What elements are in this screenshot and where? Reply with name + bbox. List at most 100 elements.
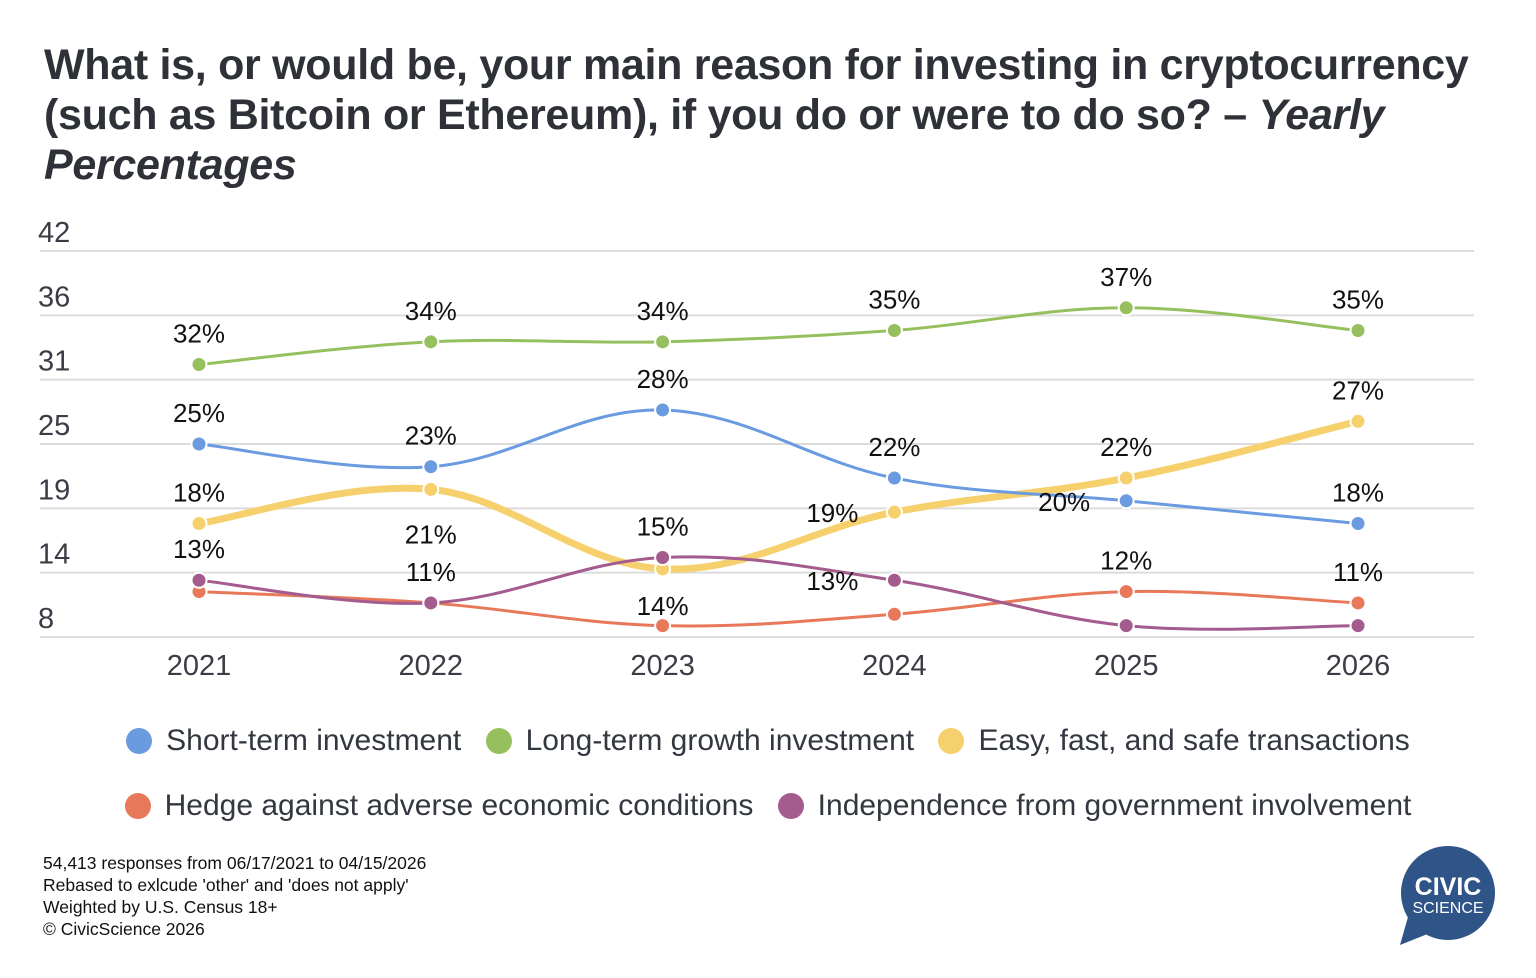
y-tick-label: 42 xyxy=(38,217,70,249)
data-point-independence[interactable] xyxy=(422,594,440,612)
legend-dot-easy-fast-safe xyxy=(938,728,965,754)
civicscience-logo: CIVIC SCIENCE xyxy=(1400,846,1495,945)
data-label-long-term: 37% xyxy=(1100,262,1152,292)
data-label-long-term: 34% xyxy=(637,296,689,326)
data-point-long-term[interactable] xyxy=(1117,299,1135,317)
x-tick-label: 2023 xyxy=(630,650,695,682)
footnote-weighted: Weighted by U.S. Census 18+ xyxy=(43,897,278,917)
series-points xyxy=(190,299,1367,635)
data-label-easy-fast-safe: 22% xyxy=(1100,432,1152,462)
data-label-short-term: 18% xyxy=(1332,477,1384,507)
data-label-independence: 13% xyxy=(806,566,858,596)
series-line-independence xyxy=(197,555,1360,631)
legend-item-independence[interactable]: Independence from government involvement xyxy=(777,789,1412,823)
legend-label: Easy, fast, and safe transactions xyxy=(978,724,1410,757)
data-label-easy-fast-safe: 14% xyxy=(637,591,689,621)
data-label-short-term: 23% xyxy=(405,421,457,451)
data-point-short-term[interactable] xyxy=(422,458,440,476)
series-line-short-term xyxy=(197,408,1360,525)
data-point-long-term[interactable] xyxy=(654,333,672,351)
line-chart: 8 14 19 25 31 36 42 2021 2022 2023 2024 2025 2026 2… xyxy=(38,217,1474,682)
legend-label: Short-term investment xyxy=(166,724,462,757)
data-label-independence: 13% xyxy=(173,534,225,564)
y-tick-label: 14 xyxy=(38,539,70,571)
data-point-long-term[interactable] xyxy=(885,321,903,339)
logo-bubble xyxy=(1401,846,1495,940)
data-point-easy-fast-safe[interactable] xyxy=(190,514,208,532)
y-tick-label: 19 xyxy=(38,474,70,506)
data-label-long-term: 35% xyxy=(1332,284,1384,314)
y-axis-ticks: 8 14 19 25 31 36 42 xyxy=(38,217,70,635)
footnote-responses: 54,413 responses from 06/17/2021 to 04/1… xyxy=(43,853,427,873)
y-tick-label: 8 xyxy=(38,603,54,635)
series-line-easy-fast-safe xyxy=(195,417,1362,573)
legend-dot-independence xyxy=(777,793,804,819)
legend-label: Hedge against adverse economic condition… xyxy=(164,789,754,822)
data-point-easy-fast-safe[interactable] xyxy=(422,480,440,498)
data-label-short-term: 25% xyxy=(173,398,225,428)
legend-dot-short-term xyxy=(126,728,153,754)
data-point-easy-fast-safe[interactable] xyxy=(1349,412,1367,430)
data-point-hedge[interactable] xyxy=(1117,583,1135,601)
series-line-hedge xyxy=(197,589,1360,628)
x-tick-label: 2024 xyxy=(862,650,927,682)
data-point-short-term[interactable] xyxy=(1349,514,1367,532)
x-tick-label: 2021 xyxy=(167,650,232,682)
y-tick-label: 31 xyxy=(38,346,70,378)
legend-label: Independence from government involvement xyxy=(817,789,1412,822)
data-point-independence[interactable] xyxy=(1117,617,1135,635)
data-labels: 25% 23% 28% 22% 20% 18% 32% 34% 34% 35% 37% 35% 18% 2… xyxy=(173,262,1384,621)
legend-row-2: Hedge against adverse economic condition… xyxy=(0,789,1536,827)
logo-text-science: SCIENCE xyxy=(1412,900,1483,917)
y-tick-label: 25 xyxy=(38,410,70,442)
data-point-short-term[interactable] xyxy=(190,435,208,453)
logo-text-civic: CIVIC xyxy=(1415,873,1482,901)
data-point-short-term[interactable] xyxy=(654,401,672,419)
footnote-rebased: Rebased to exlcude 'other' and 'does not… xyxy=(43,875,409,895)
data-point-independence[interactable] xyxy=(885,571,903,589)
data-point-long-term[interactable] xyxy=(1349,321,1367,339)
x-tick-label: 2022 xyxy=(399,650,464,682)
data-point-independence[interactable] xyxy=(190,571,208,589)
x-axis-ticks: 2021 2022 2023 2024 2025 2026 xyxy=(167,650,1391,682)
data-point-easy-fast-safe[interactable] xyxy=(885,503,903,521)
chart-title: What is, or would be, your main reason f… xyxy=(44,40,1504,190)
data-label-long-term: 35% xyxy=(868,284,920,314)
legend-item-long-term[interactable]: Long-term growth investment xyxy=(485,724,914,758)
data-label-easy-fast-safe: 21% xyxy=(405,519,457,549)
x-tick-label: 2025 xyxy=(1094,650,1159,682)
data-label-easy-fast-safe: 27% xyxy=(1332,375,1384,405)
data-label-short-term: 28% xyxy=(637,364,689,394)
data-label-long-term: 32% xyxy=(173,319,225,349)
legend-dot-hedge xyxy=(124,793,151,819)
data-point-long-term[interactable] xyxy=(422,333,440,351)
data-label-easy-fast-safe: 18% xyxy=(173,477,225,507)
data-point-independence[interactable] xyxy=(654,549,672,567)
legend-dot-long-term xyxy=(485,728,512,754)
data-point-hedge[interactable] xyxy=(1349,594,1367,612)
data-label-hedge: 12% xyxy=(1100,546,1152,576)
data-point-easy-fast-safe[interactable] xyxy=(1117,469,1135,487)
data-point-long-term[interactable] xyxy=(190,356,208,374)
data-label-long-term: 34% xyxy=(405,296,457,326)
data-point-short-term[interactable] xyxy=(1117,492,1135,510)
data-point-short-term[interactable] xyxy=(885,469,903,487)
legend-row-1: Short-term investment Long-term growth i… xyxy=(0,724,1536,762)
series-lines xyxy=(195,306,1362,631)
legend-item-hedge[interactable]: Hedge against adverse economic condition… xyxy=(124,789,754,823)
data-label-short-term: 22% xyxy=(868,432,920,462)
title-main: What is, or would be, your main reason f… xyxy=(44,41,1469,139)
data-point-independence[interactable] xyxy=(1349,617,1367,635)
y-tick-label: 36 xyxy=(38,281,70,313)
legend-item-easy-fast-safe[interactable]: Easy, fast, and safe transactions xyxy=(938,724,1410,758)
data-point-hedge[interactable] xyxy=(885,605,903,623)
data-point-hedge[interactable] xyxy=(654,617,672,635)
data-label-hedge: 11% xyxy=(1333,557,1383,587)
data-label-independence: 11% xyxy=(406,557,456,587)
series-line-long-term xyxy=(197,306,1360,367)
footnote: 54,413 responses from 06/17/2021 to 04/1… xyxy=(43,852,426,940)
data-label-easy-fast-safe: 19% xyxy=(806,498,858,528)
legend-item-short-term[interactable]: Short-term investment xyxy=(126,724,461,758)
x-tick-label: 2026 xyxy=(1326,650,1391,682)
title-italic: Yearly Percentages xyxy=(44,91,1385,189)
